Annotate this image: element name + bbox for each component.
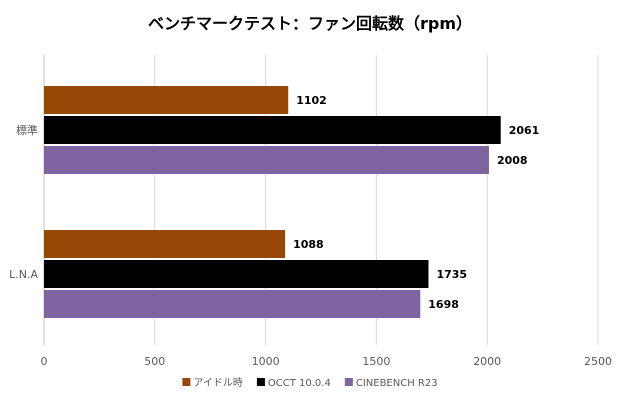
- y-category-label: L.N.A: [9, 268, 38, 281]
- bar: [44, 230, 286, 258]
- x-tick-label: 0: [41, 355, 48, 368]
- x-tick-label: 2500: [584, 355, 612, 368]
- chart-title: ベンチマークテスト：ファン回転数（rpm）: [147, 14, 473, 33]
- bar: [44, 146, 489, 174]
- bar-value-label: 2061: [509, 124, 540, 137]
- bar: [44, 116, 501, 144]
- bar: [44, 290, 421, 318]
- x-tick-label: 1500: [362, 355, 390, 368]
- legend-label: CINEBENCH R23: [356, 378, 438, 389]
- x-tick-label: 1000: [252, 355, 280, 368]
- bar-value-label: 2008: [497, 154, 528, 167]
- legend-swatch: [256, 378, 265, 386]
- bar-value-label: 1698: [428, 298, 459, 311]
- legend-label: アイドル時: [193, 377, 243, 389]
- legend-label: OCCT 10.0.4: [268, 378, 331, 389]
- legend-swatch: [182, 378, 191, 386]
- bar-value-label: 1088: [293, 238, 324, 251]
- legend-swatch: [344, 378, 353, 386]
- x-tick-label: 2000: [473, 355, 501, 368]
- y-category-label: 標準: [16, 123, 38, 137]
- bar: [44, 86, 289, 114]
- bar-value-label: 1735: [436, 268, 467, 281]
- x-tick-label: 500: [144, 355, 165, 368]
- bar-value-label: 1102: [296, 94, 327, 107]
- bar: [44, 260, 429, 288]
